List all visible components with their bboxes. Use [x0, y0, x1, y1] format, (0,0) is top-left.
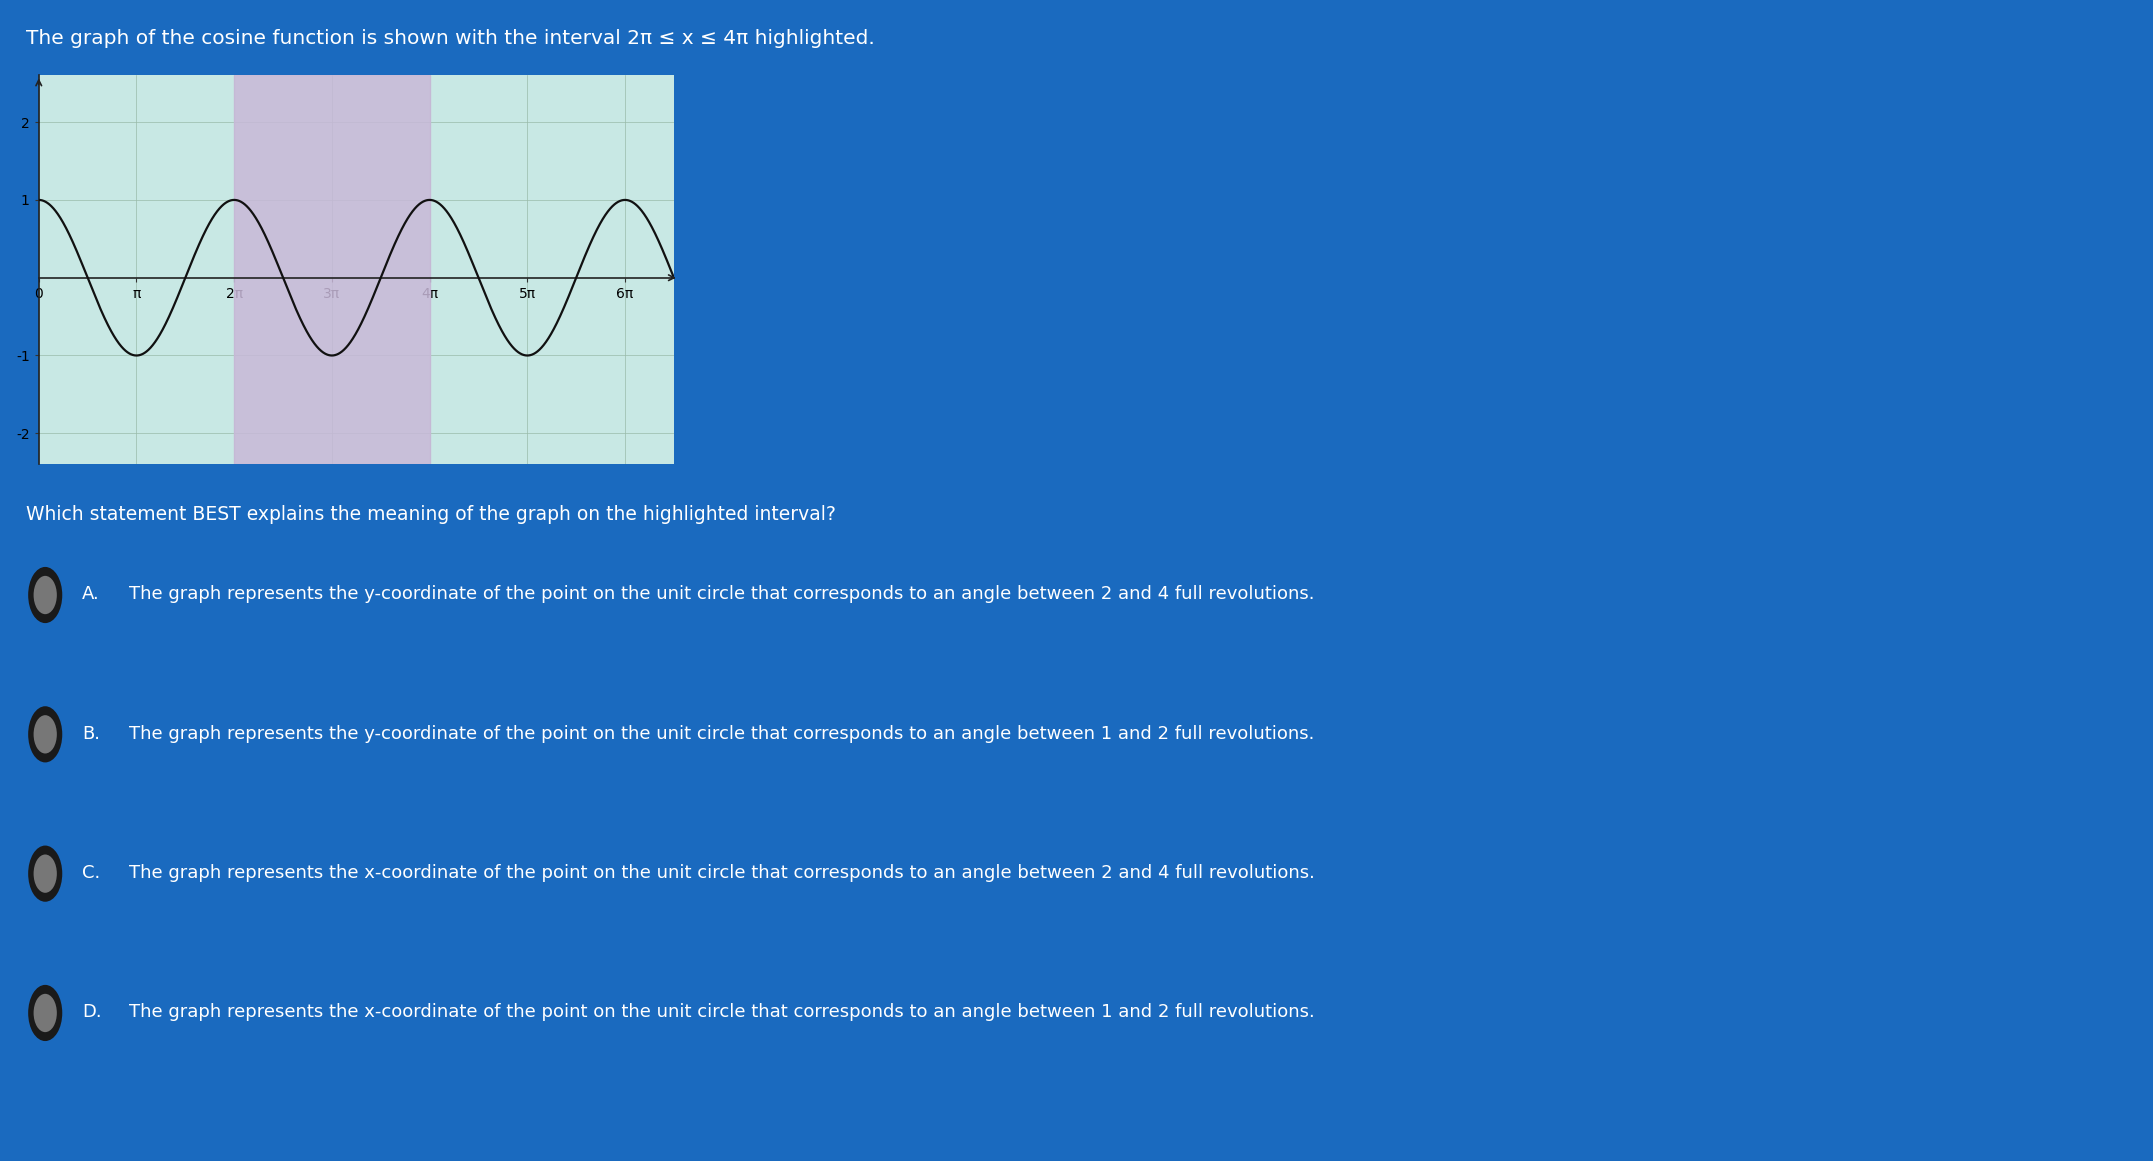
Circle shape [28, 845, 62, 902]
Circle shape [34, 994, 56, 1032]
Text: The graph represents the x-coordinate of the point on the unit circle that corre: The graph represents the x-coordinate of… [129, 864, 1315, 882]
Text: The graph represents the y-coordinate of the point on the unit circle that corre: The graph represents the y-coordinate of… [129, 724, 1315, 743]
Text: The graph represents the x-coordinate of the point on the unit circle that corre: The graph represents the x-coordinate of… [129, 1003, 1315, 1022]
Circle shape [28, 985, 62, 1041]
Text: B.: B. [82, 724, 99, 743]
Circle shape [34, 576, 56, 614]
Text: C.: C. [82, 864, 99, 882]
Text: D.: D. [82, 1003, 101, 1022]
Text: The graph represents the y-coordinate of the point on the unit circle that corre: The graph represents the y-coordinate of… [129, 585, 1315, 604]
Text: Which statement BEST explains the meaning of the graph on the highlighted interv: Which statement BEST explains the meanin… [26, 505, 835, 524]
Circle shape [34, 854, 56, 893]
Circle shape [28, 567, 62, 623]
Text: A.: A. [82, 585, 99, 604]
Bar [235, 75, 431, 464]
Circle shape [28, 706, 62, 763]
Circle shape [34, 715, 56, 753]
Text: The graph of the cosine function is shown with the interval 2π ≤ x ≤ 4π highligh: The graph of the cosine function is show… [26, 29, 874, 48]
